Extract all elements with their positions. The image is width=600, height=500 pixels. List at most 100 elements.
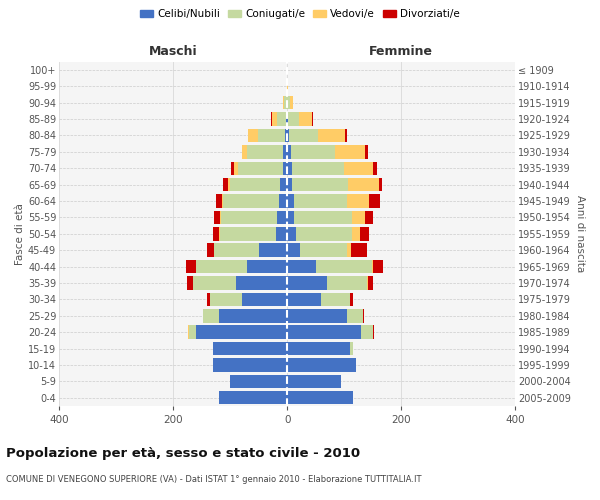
Bar [286,112,287,126]
Bar [365,210,373,224]
Text: Maschi: Maschi [149,46,197,59]
Bar [347,194,370,208]
Bar [346,128,347,142]
Bar [287,326,361,339]
Bar [360,227,369,240]
Bar [290,96,293,110]
Bar [290,145,335,158]
Bar [287,244,300,257]
Bar [188,326,189,339]
Bar [196,326,287,339]
Bar [373,326,374,339]
Bar [373,260,383,274]
Bar [361,326,373,339]
Bar [350,342,353,355]
Bar [289,112,299,126]
Bar [285,128,287,142]
Bar [316,260,371,274]
Bar [294,194,347,208]
Bar [318,128,346,142]
Bar [187,276,193,289]
Bar [292,178,347,192]
Bar [296,227,352,240]
Bar [276,227,287,240]
Bar [221,194,223,208]
Bar [214,210,220,224]
Text: COMUNE DI VENEGONO SUPERIORE (VA) - Dati ISTAT 1° gennaio 2010 - Elaborazione TU: COMUNE DI VENEGONO SUPERIORE (VA) - Dati… [6,476,421,484]
Bar [196,260,247,274]
Bar [189,326,196,339]
Bar [287,178,292,192]
Bar [300,244,347,257]
Bar [287,162,292,175]
Bar [299,112,313,126]
Bar [287,309,347,322]
Bar [287,128,289,142]
Bar [322,292,350,306]
Y-axis label: Anni di nascita: Anni di nascita [575,195,585,272]
Bar [289,128,318,142]
Bar [219,227,220,240]
Bar [238,162,283,175]
Bar [213,342,287,355]
Bar [368,276,373,289]
Bar [193,276,236,289]
Bar [219,309,287,322]
Bar [216,194,221,208]
Bar [242,292,287,306]
Bar [371,260,373,274]
Bar [327,276,367,289]
Bar [213,358,287,372]
Bar [284,96,287,110]
Bar [351,244,367,257]
Bar [278,194,287,208]
Bar [208,292,210,306]
Bar [350,292,353,306]
Bar [344,162,373,175]
Bar [347,309,363,322]
Bar [221,210,277,224]
Bar [287,260,316,274]
Text: Popolazione per età, sesso e stato civile - 2010: Popolazione per età, sesso e stato civil… [6,448,360,460]
Bar [287,374,341,388]
Bar [248,128,257,142]
Bar [220,210,221,224]
Bar [363,309,364,322]
Bar [247,145,283,158]
Bar [220,227,276,240]
Bar [272,112,277,126]
Bar [347,244,351,257]
Bar [233,162,238,175]
Bar [352,227,360,240]
Bar [379,178,382,192]
Bar [287,194,294,208]
Bar [283,162,287,175]
Bar [230,374,287,388]
Bar [236,276,287,289]
Bar [283,96,284,110]
Bar [242,145,247,158]
Bar [223,194,278,208]
Bar [287,342,350,355]
Bar [287,210,294,224]
Bar [277,112,286,126]
Y-axis label: Fasce di età: Fasce di età [15,203,25,265]
Bar [214,244,259,257]
Bar [228,178,230,192]
Text: Femmine: Femmine [370,46,433,59]
Bar [287,391,353,404]
Bar [370,194,380,208]
Bar [247,260,287,274]
Bar [287,145,290,158]
Bar [223,178,228,192]
Bar [208,244,214,257]
Legend: Celibi/Nubili, Coniugati/e, Vedovi/e, Divorziati/e: Celibi/Nubili, Coniugati/e, Vedovi/e, Di… [136,5,464,24]
Bar [230,162,233,175]
Bar [210,292,242,306]
Bar [287,276,327,289]
Bar [365,145,368,158]
Bar [219,391,287,404]
Bar [185,260,196,274]
Bar [213,227,219,240]
Bar [259,244,287,257]
